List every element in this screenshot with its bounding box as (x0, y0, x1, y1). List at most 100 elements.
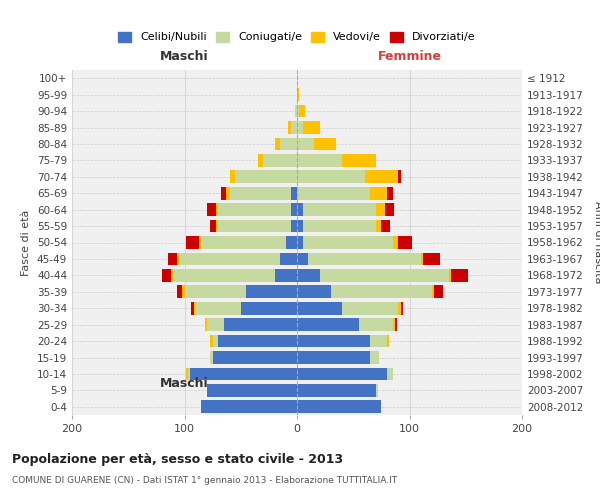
Bar (212, 351, 297, 364)
Bar (392, 236, 398, 249)
Bar (331, 286, 432, 298)
Bar (292, 187, 297, 200)
Bar (295, 104, 297, 118)
Bar (171, 269, 173, 282)
Bar (280, 252, 297, 266)
Bar (297, 236, 302, 249)
Legend: Celibi/Nubili, Coniugati/e, Vedovi/e, Divorziati/e: Celibi/Nubili, Coniugati/e, Vedovi/e, Di… (114, 28, 480, 47)
Bar (387, 334, 389, 347)
Bar (297, 203, 302, 216)
Bar (370, 334, 387, 347)
Bar (179, 252, 280, 266)
Bar (193, 302, 196, 314)
Bar (302, 236, 392, 249)
Bar (302, 121, 320, 134)
Bar (196, 302, 241, 314)
Bar (314, 138, 337, 150)
Bar (302, 220, 376, 232)
Bar (211, 351, 212, 364)
Bar (292, 203, 297, 216)
Bar (297, 286, 331, 298)
Bar (297, 170, 365, 183)
Bar (302, 203, 376, 216)
Bar (382, 220, 391, 232)
Bar (292, 121, 297, 134)
Bar (167, 252, 176, 266)
Bar (218, 203, 292, 216)
Bar (401, 302, 403, 314)
Bar (182, 286, 185, 298)
Bar (423, 252, 440, 266)
Bar (190, 368, 297, 380)
Bar (218, 220, 292, 232)
Bar (421, 252, 423, 266)
Bar (297, 334, 370, 347)
Bar (292, 220, 297, 232)
Bar (162, 269, 171, 282)
Bar (395, 318, 397, 331)
Bar (432, 286, 434, 298)
Bar (297, 368, 387, 380)
Bar (387, 368, 392, 380)
Bar (191, 302, 193, 314)
Bar (176, 252, 179, 266)
Bar (297, 187, 370, 200)
Bar (297, 88, 299, 101)
Bar (376, 220, 382, 232)
Bar (216, 203, 218, 216)
Bar (297, 302, 342, 314)
Bar (385, 203, 394, 216)
Text: Popolazione per età, sesso e stato civile - 2013: Popolazione per età, sesso e stato civil… (12, 452, 343, 466)
Bar (207, 318, 224, 331)
Bar (188, 368, 190, 380)
Bar (320, 269, 449, 282)
Bar (207, 384, 297, 397)
Bar (387, 187, 392, 200)
Bar (297, 252, 308, 266)
Bar (185, 286, 247, 298)
Bar (224, 318, 297, 331)
Bar (288, 121, 292, 134)
Bar (226, 187, 229, 200)
Bar (275, 269, 297, 282)
Bar (297, 269, 320, 282)
Bar (229, 187, 292, 200)
Bar (257, 154, 263, 167)
Bar (216, 220, 218, 232)
Bar (451, 269, 468, 282)
Bar (211, 220, 216, 232)
Bar (229, 170, 235, 183)
Bar (202, 236, 286, 249)
Bar (297, 121, 302, 134)
Bar (297, 318, 359, 331)
Bar (185, 236, 199, 249)
Bar (286, 236, 297, 249)
Bar (342, 154, 376, 167)
Bar (376, 384, 378, 397)
Bar (297, 220, 302, 232)
Bar (176, 286, 182, 298)
Bar (221, 187, 226, 200)
Text: Maschi: Maschi (160, 50, 209, 63)
Bar (297, 384, 376, 397)
Bar (342, 302, 398, 314)
Bar (398, 236, 412, 249)
Bar (370, 351, 379, 364)
Bar (359, 318, 392, 331)
Bar (218, 334, 297, 347)
Bar (235, 170, 297, 183)
Bar (297, 138, 314, 150)
Bar (434, 286, 443, 298)
Bar (247, 286, 297, 298)
Bar (263, 154, 297, 167)
Bar (370, 187, 387, 200)
Bar (449, 269, 451, 282)
Bar (275, 138, 280, 150)
Bar (173, 269, 275, 282)
Bar (297, 400, 382, 413)
Bar (207, 203, 216, 216)
Bar (365, 170, 398, 183)
Bar (199, 236, 202, 249)
Text: Femmine: Femmine (377, 50, 442, 63)
Bar (241, 302, 297, 314)
